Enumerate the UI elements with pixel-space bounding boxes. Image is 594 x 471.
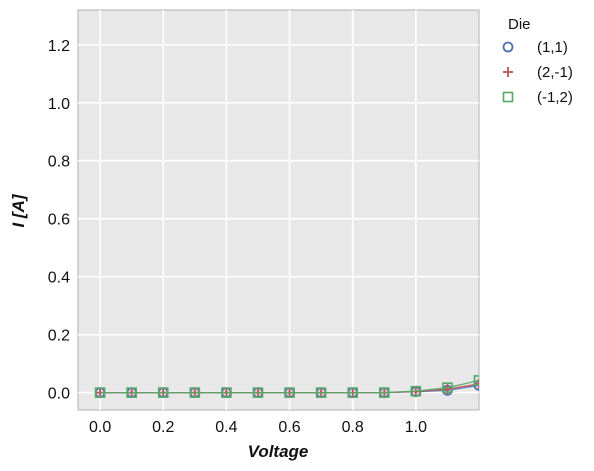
- x-tick-label: 0.0: [89, 419, 111, 436]
- x-tick-label: 0.6: [278, 419, 300, 436]
- y-tick-label: 0.4: [48, 270, 70, 287]
- data-point: [473, 375, 479, 386]
- grid: [78, 10, 479, 410]
- plot-area: [77, 9, 480, 411]
- y-tick-label: 0.0: [48, 386, 70, 403]
- legend-title: Die: [508, 16, 531, 33]
- data-point: [252, 387, 264, 398]
- data-point: [157, 387, 169, 398]
- y-tick-label: 0.8: [48, 154, 70, 171]
- legend: Die (1,1) (2,-1) (-1,2): [502, 16, 573, 106]
- legend-item: (2,-1): [503, 64, 573, 81]
- series-2: [94, 375, 479, 398]
- y-tick-label: 1.0: [48, 96, 70, 113]
- data-point: [442, 382, 453, 393]
- legend-item: (-1,2): [502, 89, 573, 106]
- data-point: [189, 387, 201, 398]
- x-tick-label: 0.8: [342, 419, 364, 436]
- data-point: [378, 387, 390, 398]
- legend-item: (1,1): [502, 39, 568, 56]
- data-point: [347, 387, 359, 398]
- y-tick-label: 0.2: [48, 328, 70, 345]
- x-tick-label: 0.2: [152, 419, 174, 436]
- series-line: [100, 379, 479, 394]
- data-point: [315, 387, 327, 398]
- legend-marker: [503, 67, 513, 77]
- tick-labels: 0.0 0.2 0.4 0.6 0.8 1.0 0.0 0.2 0.4 0.6 0.8 1.0 1.2: [48, 38, 427, 436]
- data-point: [94, 387, 106, 398]
- series-layer: [94, 375, 479, 399]
- legend-label: (1,1): [537, 39, 568, 56]
- data-point: [474, 378, 479, 389]
- data-point: [284, 387, 295, 398]
- y-tick-label: 1.2: [48, 38, 70, 55]
- legend-marker: [502, 91, 514, 103]
- data-point: [126, 387, 137, 398]
- data-point: [221, 387, 232, 398]
- x-tick-label: 0.4: [215, 419, 237, 436]
- x-axis-label: Voltage: [248, 442, 309, 461]
- legend-label: (2,-1): [537, 64, 573, 81]
- x-tick-label: 1.0: [405, 419, 427, 436]
- legend-marker: [502, 41, 514, 53]
- legend-label: (-1,2): [537, 89, 573, 106]
- y-axis-label: I [A]: [9, 193, 28, 227]
- y-tick-label: 0.6: [48, 212, 70, 229]
- data-point: [410, 385, 422, 397]
